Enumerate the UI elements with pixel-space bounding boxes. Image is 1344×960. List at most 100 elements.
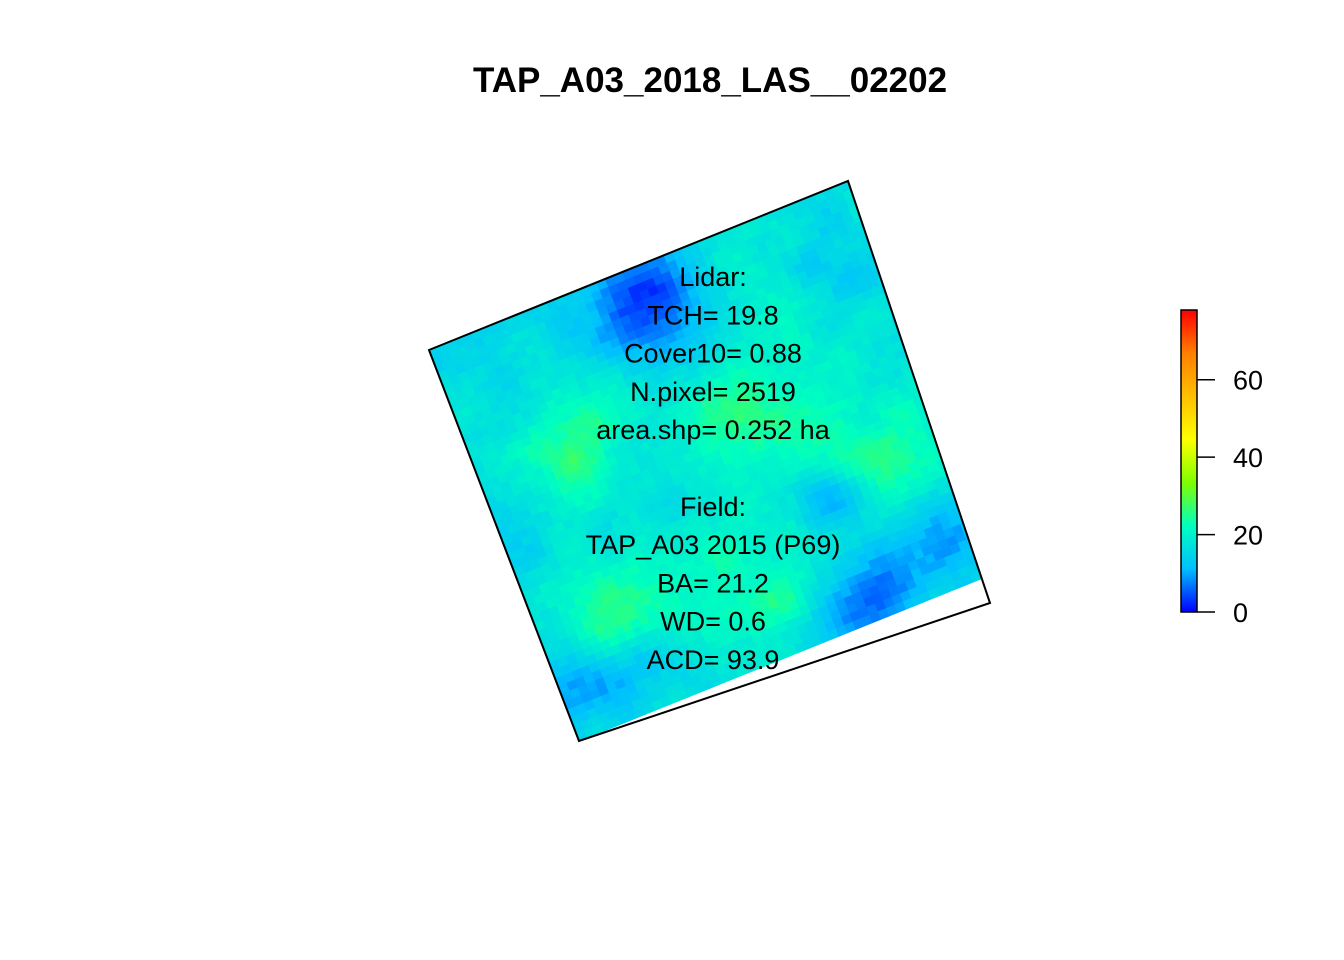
raster-cell (623, 448, 636, 461)
raster-cell (626, 582, 639, 595)
raster-cell (689, 647, 702, 660)
raster-cell (739, 248, 752, 261)
raster-cell (663, 630, 676, 643)
raster-cell (575, 576, 588, 589)
raster-cell (721, 580, 735, 593)
raster-cell (906, 406, 919, 419)
raster-cell (790, 354, 803, 367)
raster-cell (682, 578, 695, 591)
raster-cell (886, 505, 899, 517)
raster-cell (515, 546, 528, 559)
raster-cell (822, 313, 836, 326)
raster-cell (718, 672, 731, 685)
raster-cell (694, 609, 707, 622)
raster-cell (941, 546, 954, 559)
raster-cell (519, 355, 532, 367)
raster-cell (896, 455, 909, 468)
raster-cell (935, 530, 948, 543)
raster-cell (801, 232, 814, 245)
raster-cell (673, 554, 686, 567)
raster-cell (608, 662, 621, 675)
raster-cell (607, 382, 620, 395)
raster-cell (686, 260, 699, 273)
raster-cell (856, 526, 869, 539)
raster-cell (799, 377, 812, 390)
raster-cell (619, 287, 632, 300)
raster-cell (635, 606, 648, 619)
raster-cell (535, 547, 548, 560)
raster-cell (748, 244, 761, 257)
raster-cell (594, 324, 607, 337)
raster-cell (512, 412, 525, 425)
raster-cell (615, 505, 628, 518)
raster-cell (748, 497, 761, 510)
raster-cell (677, 363, 690, 376)
raster-cell (805, 293, 818, 306)
raster-cell (575, 323, 588, 336)
raster-cell (764, 590, 777, 603)
raster-cell (820, 332, 833, 345)
raster-cell (540, 409, 553, 422)
raster-cell (605, 654, 618, 667)
raster-cell (632, 598, 645, 611)
raster-cell (692, 529, 705, 541)
raster-cell (740, 301, 753, 314)
raster-cell (760, 528, 773, 541)
raster-cell (644, 656, 657, 669)
raster-cell (592, 343, 605, 356)
raster-cell (609, 363, 622, 376)
raster-cell (689, 620, 702, 633)
raster-cell (595, 703, 608, 716)
raster-cell (806, 473, 819, 486)
raster-cell (716, 465, 729, 478)
raster-cell (779, 629, 792, 642)
raster-cell (629, 590, 642, 603)
raster-cell (772, 586, 785, 599)
raster-cell (721, 300, 734, 313)
raster-cell (902, 570, 915, 583)
raster-cell (866, 377, 879, 390)
raster-cell (710, 575, 723, 588)
raster-cell (612, 344, 625, 357)
raster-cell (706, 261, 719, 274)
raster-cell (848, 430, 861, 443)
raster-cell (832, 463, 845, 476)
raster-cell (605, 681, 618, 694)
raster-cell (657, 588, 670, 601)
raster-cell (905, 479, 918, 492)
raster-cell (735, 539, 748, 551)
raster-cell (554, 422, 567, 434)
raster-cell (715, 564, 729, 577)
raster-cell (778, 349, 791, 362)
raster-cell (697, 491, 710, 503)
raster-cell (804, 619, 817, 632)
raster-cell (713, 457, 726, 470)
raster-cell (823, 593, 836, 606)
raster-cell (727, 442, 740, 455)
raster-cell (494, 365, 507, 378)
raster-cell (742, 481, 755, 494)
raster-cell (939, 492, 952, 505)
raster-cell (567, 353, 580, 366)
raster-cell (937, 511, 950, 524)
raster-cell (868, 557, 881, 570)
raster-cell (490, 430, 503, 442)
raster-cell (808, 401, 821, 414)
raster-cell (593, 370, 606, 383)
raster-cell (821, 359, 834, 372)
raster-cell (583, 672, 596, 685)
raster-cell (664, 405, 677, 417)
raster-cell (505, 496, 518, 508)
raster-cell (651, 320, 664, 332)
raster-cell (464, 413, 477, 426)
raster-cell (587, 634, 600, 647)
raster-cell (587, 508, 600, 520)
raster-cell (657, 615, 670, 628)
raster-cell (586, 454, 599, 467)
raster-cell (815, 344, 828, 357)
raster-cell (909, 513, 922, 526)
raster-cell (818, 478, 831, 491)
raster-cell (681, 298, 694, 311)
raster-cell (539, 482, 552, 495)
raster-cell (761, 230, 774, 243)
